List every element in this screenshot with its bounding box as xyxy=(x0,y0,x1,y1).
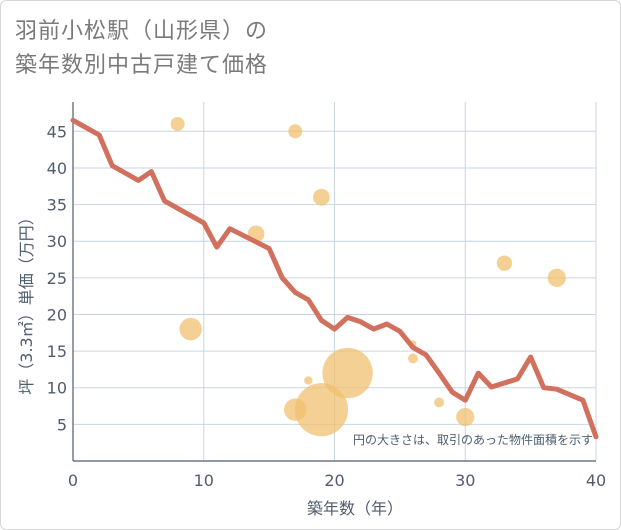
bubble-point-6 xyxy=(547,268,566,287)
bubble-point-7 xyxy=(322,347,373,399)
bubble-point-14 xyxy=(456,407,475,427)
bubble-size-note: 円の大きさは、取引のあった物件面積を示す xyxy=(353,432,593,447)
y-tick-label-15: 15 xyxy=(47,342,67,361)
x-tick-label-30: 30 xyxy=(455,471,475,490)
bubble-point-12 xyxy=(408,353,418,364)
bubble-point-4 xyxy=(179,317,202,341)
chart-title-line2: 築年数別中古戸建て価格 xyxy=(15,53,269,78)
bubble-point-5 xyxy=(496,255,513,271)
x-tick-label-40: 40 xyxy=(586,471,606,490)
x-tick-label-10: 10 xyxy=(194,471,214,490)
bubble-point-10 xyxy=(304,376,313,385)
y-tick-label-35: 35 xyxy=(47,196,67,215)
bubble-point-2 xyxy=(313,188,330,206)
bubble-point-0 xyxy=(170,116,185,131)
bubble-point-1 xyxy=(288,124,303,139)
y-tick-label-25: 25 xyxy=(47,269,67,288)
y-tick-label-30: 30 xyxy=(47,232,67,251)
y-tick-label-5: 5 xyxy=(57,415,67,434)
bubble-point-9 xyxy=(284,398,307,421)
bubble-point-13 xyxy=(434,397,444,408)
trend-line-series xyxy=(70,117,599,440)
chart-title-line1: 羽前小松駅（山形県）の xyxy=(15,19,269,44)
x-tick-label-0: 0 xyxy=(68,471,78,490)
y-tick-label-10: 10 xyxy=(47,379,67,398)
y-tick-label-40: 40 xyxy=(47,159,67,178)
bubble-series xyxy=(170,116,566,437)
y-axis-title: 坪（3.3㎡）単価（万円） xyxy=(17,209,36,394)
y-tick-label-45: 45 xyxy=(47,122,67,141)
grid-lines xyxy=(72,102,597,461)
trend-line xyxy=(70,117,599,440)
axes xyxy=(72,102,596,462)
x-tick-label-20: 20 xyxy=(324,471,344,490)
x-axis-title: 築年数（年） xyxy=(307,499,403,518)
bubble-point-8 xyxy=(294,383,349,437)
tick-labels: 5 10 15 20 25 30 35 40 45 0 10 20 30 40 xyxy=(47,122,607,490)
y-tick-label-20: 20 xyxy=(47,305,67,324)
chart-title: 羽前小松駅（山形県）の 築年数別中古戸建て価格 xyxy=(15,15,268,83)
